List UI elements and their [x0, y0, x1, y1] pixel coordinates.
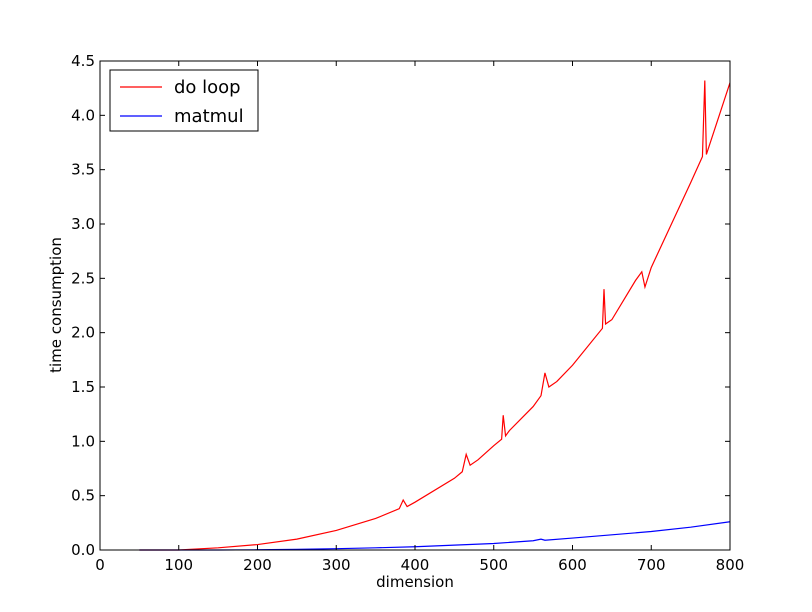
plot-area	[100, 61, 730, 550]
x-axis-ticks: 0 100 200 300 400 500 600 700 800	[95, 61, 744, 574]
legend-label-matmul: matmul	[174, 106, 244, 127]
y-tick-label: 3.5	[71, 161, 95, 179]
y-tick-label: 3.0	[71, 215, 95, 233]
x-tick-label: 100	[164, 556, 193, 574]
legend-box	[109, 69, 259, 132]
x-tick-label: 400	[401, 556, 430, 574]
x-tick-label: 500	[479, 556, 508, 574]
series-line-do-loop	[139, 80, 731, 551]
y-tick-label: 4.5	[71, 52, 95, 70]
y-tick-label: 0.5	[71, 487, 95, 505]
legend: do loop matmul	[109, 69, 259, 132]
x-tick-label: 700	[637, 556, 666, 574]
x-tick-label: 0	[95, 556, 105, 574]
y-tick-label: 1.5	[71, 378, 95, 396]
x-axis-label: dimension	[376, 573, 454, 591]
x-tick-label: 200	[243, 556, 272, 574]
y-tick-label: 4.0	[71, 106, 95, 124]
y-tick-label: 1.0	[71, 432, 95, 450]
x-tick-label: 800	[716, 556, 745, 574]
y-tick-label: 0.0	[71, 541, 95, 559]
legend-label-do-loop: do loop	[174, 77, 241, 98]
y-tick-label: 2.0	[71, 324, 95, 342]
x-tick-label: 300	[322, 556, 351, 574]
y-axis-label: time consumption	[47, 237, 65, 373]
y-axis-ticks: 0.0 0.5 1.0 1.5 2.0 2.5 3.0 3.5 4.0 4.5	[71, 52, 730, 559]
y-tick-label: 2.5	[71, 269, 95, 287]
x-tick-label: 600	[558, 556, 587, 574]
